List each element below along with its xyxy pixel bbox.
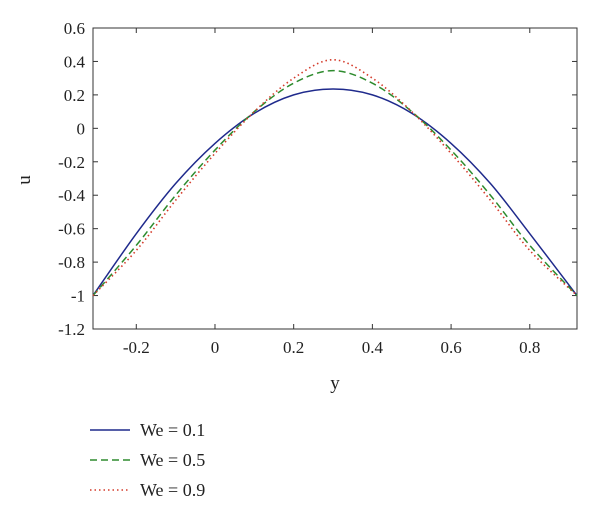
y-tick-label: -0.4	[58, 186, 85, 205]
y-tick-label: -1	[71, 287, 85, 306]
series-line-2	[92, 69, 578, 297]
y-tick-label: -0.2	[58, 153, 85, 172]
y-tick-label: -0.6	[58, 220, 85, 239]
legend-label-2: We = 0.5	[140, 450, 205, 470]
series-line-3	[92, 58, 578, 297]
legend: We = 0.1 We = 0.5 We = 0.9	[90, 420, 205, 500]
x-tick-label: 0.6	[440, 338, 461, 357]
y-tick-label: -0.8	[58, 253, 85, 272]
x-tick-label: 0.2	[283, 338, 304, 357]
y-tick-label: 0	[77, 119, 86, 138]
x-tick-label: 0	[211, 338, 220, 357]
series-lines	[92, 58, 578, 297]
legend-label-3: We = 0.9	[140, 480, 205, 500]
legend-label-1: We = 0.1	[140, 420, 205, 440]
y-tick-label: 0.6	[64, 19, 85, 38]
x-tick-label: 0.4	[362, 338, 384, 357]
x-tick-label: -0.2	[123, 338, 150, 357]
x-axis-ticks: -0.2 0 0.2 0.4 0.6 0.8	[123, 28, 540, 357]
y-tick-label: 0.4	[64, 52, 86, 71]
x-axis-label: y	[330, 373, 340, 394]
plot-frame	[92, 27, 578, 330]
plot-area	[92, 27, 578, 330]
y-axis-ticks: 0.6 0.4 0.2 0 -0.2 -0.4 -0.6 -0.8 -1 -1.2	[58, 19, 577, 339]
y-tick-label: 0.2	[64, 86, 85, 105]
x-tick-label: 0.8	[519, 338, 540, 357]
y-tick-label: -1.2	[58, 320, 85, 339]
series-line-1	[92, 88, 578, 297]
y-axis-label: u	[14, 175, 35, 185]
